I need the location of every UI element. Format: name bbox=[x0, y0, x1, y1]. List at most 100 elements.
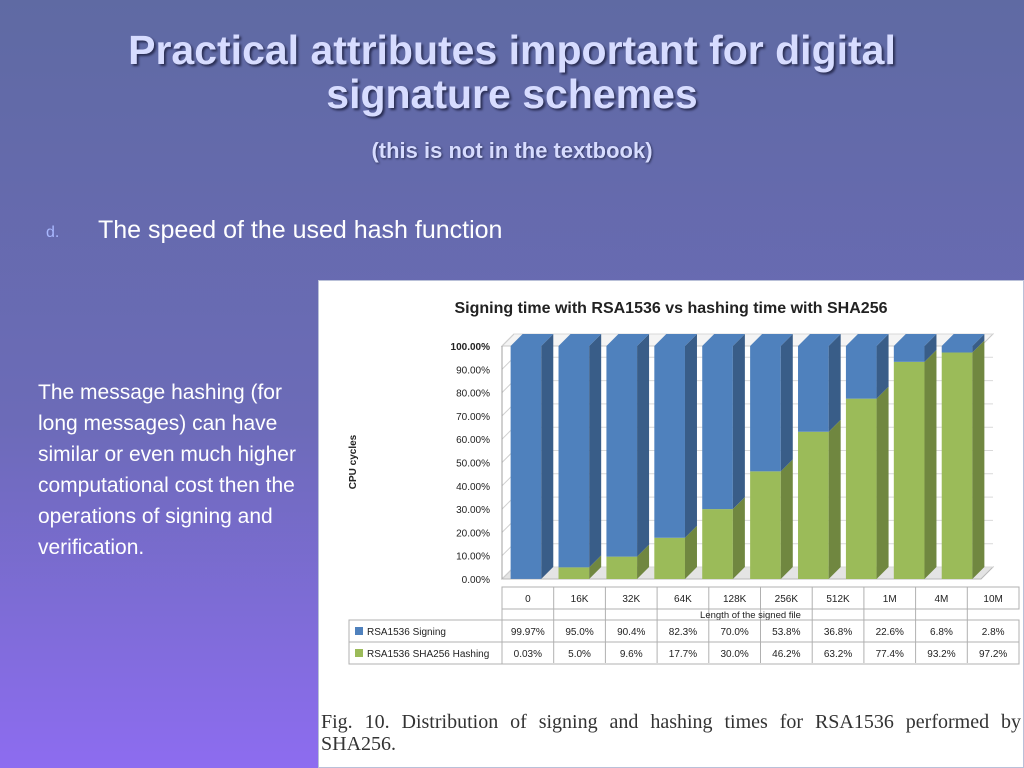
stacked-bar-chart: Signing time with RSA1536 vs hashing tim… bbox=[348, 300, 1020, 665]
y-tick-label: 30.00% bbox=[456, 505, 490, 516]
gridline-diag bbox=[501, 333, 515, 347]
bar-hashing-side bbox=[637, 544, 650, 579]
y-tick-label: 10.00% bbox=[456, 552, 490, 563]
chart-title: Signing time with RSA1536 vs hashing tim… bbox=[455, 300, 888, 317]
y-axis-label: CPU cycles bbox=[348, 434, 359, 489]
bar-hashing bbox=[606, 556, 638, 579]
bar-hashing bbox=[558, 567, 590, 579]
data-label: 93.2% bbox=[927, 649, 955, 660]
data-label: 53.8% bbox=[772, 627, 800, 638]
bar-signing-side bbox=[780, 334, 793, 472]
legend-label: RSA1536 Signing bbox=[367, 627, 446, 638]
bar-hashing bbox=[941, 352, 973, 579]
bar-hashing-side bbox=[876, 386, 889, 579]
bar-signing bbox=[798, 346, 829, 432]
bar-signing bbox=[893, 346, 925, 362]
bar-hashing-side bbox=[589, 555, 602, 579]
data-label: 30.0% bbox=[720, 649, 748, 660]
bar-signing bbox=[558, 346, 590, 568]
bar-hashing-side bbox=[780, 459, 793, 579]
x-axis-label: Length of the signed file bbox=[700, 610, 801, 621]
bar-hashing bbox=[750, 471, 781, 579]
bar-top-face bbox=[941, 334, 985, 346]
legend-swatch bbox=[355, 649, 363, 657]
bar-top-face bbox=[702, 334, 745, 346]
bar-hashing bbox=[893, 361, 925, 579]
y-tick-label: 100.00% bbox=[451, 342, 491, 353]
bar-top-face bbox=[750, 334, 793, 346]
bar-signing bbox=[845, 346, 877, 399]
data-label: 70.0% bbox=[720, 627, 748, 638]
figure-caption: Fig. 10. Distribution of signing and has… bbox=[321, 711, 1021, 755]
data-label: 99.97% bbox=[511, 627, 545, 638]
bar-signing bbox=[606, 346, 638, 557]
y-tick-label: 40.00% bbox=[456, 482, 490, 493]
bar-hashing-side bbox=[732, 497, 745, 579]
y-tick-label: 50.00% bbox=[456, 459, 490, 470]
bar-hashing bbox=[798, 431, 829, 579]
x-tick-label: 10M bbox=[983, 594, 1002, 605]
data-label: 97.2% bbox=[979, 649, 1007, 660]
data-label: 22.6% bbox=[876, 627, 904, 638]
bar-signing-side bbox=[828, 334, 841, 432]
y-tick-label: 80.00% bbox=[456, 389, 490, 400]
y-tick-label: 20.00% bbox=[456, 528, 490, 539]
bullet-marker: d. bbox=[46, 224, 60, 241]
bar-signing-side bbox=[876, 334, 889, 399]
bar-hashing-side bbox=[684, 525, 697, 579]
bar-top-face bbox=[845, 334, 889, 346]
slide-subtitle: (this is not in the textbook) bbox=[371, 138, 653, 163]
bar-top-face bbox=[606, 334, 650, 346]
bar-top-face bbox=[893, 334, 937, 346]
bar-signing bbox=[750, 346, 781, 472]
data-label: 36.8% bbox=[824, 627, 852, 638]
bar-hashing bbox=[702, 509, 733, 579]
bullet-text: The speed of the used hash function bbox=[98, 216, 503, 244]
data-label: 90.4% bbox=[617, 627, 645, 638]
figure-panel: Signing time with RSA1536 vs hashing tim… bbox=[318, 280, 1024, 768]
bar-top-face bbox=[798, 334, 841, 346]
y-tick-label: 0.00% bbox=[462, 575, 490, 586]
slide-title: Practical attributes important for digit… bbox=[128, 27, 896, 117]
x-tick-label: 256K bbox=[775, 594, 799, 605]
bar-signing bbox=[510, 346, 542, 579]
x-tick-label: 128K bbox=[723, 594, 747, 605]
x-tick-label: 1M bbox=[883, 594, 897, 605]
data-label: 17.7% bbox=[669, 649, 697, 660]
x-tick-label: 64K bbox=[674, 594, 692, 605]
bar-signing bbox=[654, 346, 685, 538]
data-label: 82.3% bbox=[669, 627, 697, 638]
bar-hashing-side bbox=[828, 419, 841, 579]
data-label: 2.8% bbox=[982, 627, 1005, 638]
bar-signing-side bbox=[541, 334, 554, 579]
x-tick-label: 0 bbox=[525, 594, 531, 605]
y-tick-label: 60.00% bbox=[456, 435, 490, 446]
x-tick-label: 32K bbox=[622, 594, 640, 605]
bar-signing bbox=[702, 346, 733, 510]
legend-label: RSA1536 SHA256 Hashing bbox=[367, 649, 489, 660]
bar-signing-side bbox=[589, 334, 602, 568]
table-row bbox=[348, 641, 1020, 665]
bar-signing-side bbox=[637, 334, 650, 557]
data-label: 6.8% bbox=[930, 627, 953, 638]
bar-top-face bbox=[510, 334, 554, 346]
data-label: 5.0% bbox=[568, 649, 591, 660]
data-label: 77.4% bbox=[876, 649, 904, 660]
bar-hashing-side bbox=[924, 349, 937, 579]
y-tick-label: 70.00% bbox=[456, 412, 490, 423]
y-tick-label: 90.00% bbox=[456, 365, 490, 376]
bar-signing-side bbox=[732, 334, 745, 510]
x-tick-label: 512K bbox=[826, 594, 850, 605]
legend-swatch bbox=[355, 627, 363, 635]
bar-signing-side bbox=[684, 334, 697, 538]
data-label: 63.2% bbox=[824, 649, 852, 660]
bar-top-face bbox=[558, 334, 602, 346]
bar-signing-side bbox=[924, 334, 937, 362]
x-tick-label: 16K bbox=[571, 594, 589, 605]
bar-signing bbox=[941, 346, 973, 353]
x-tick-label: 4M bbox=[934, 594, 948, 605]
bar-hashing bbox=[654, 537, 685, 579]
bar-top-face bbox=[654, 334, 697, 346]
side-note: The message hashing (for long messages) … bbox=[38, 381, 296, 559]
data-label: 46.2% bbox=[772, 649, 800, 660]
